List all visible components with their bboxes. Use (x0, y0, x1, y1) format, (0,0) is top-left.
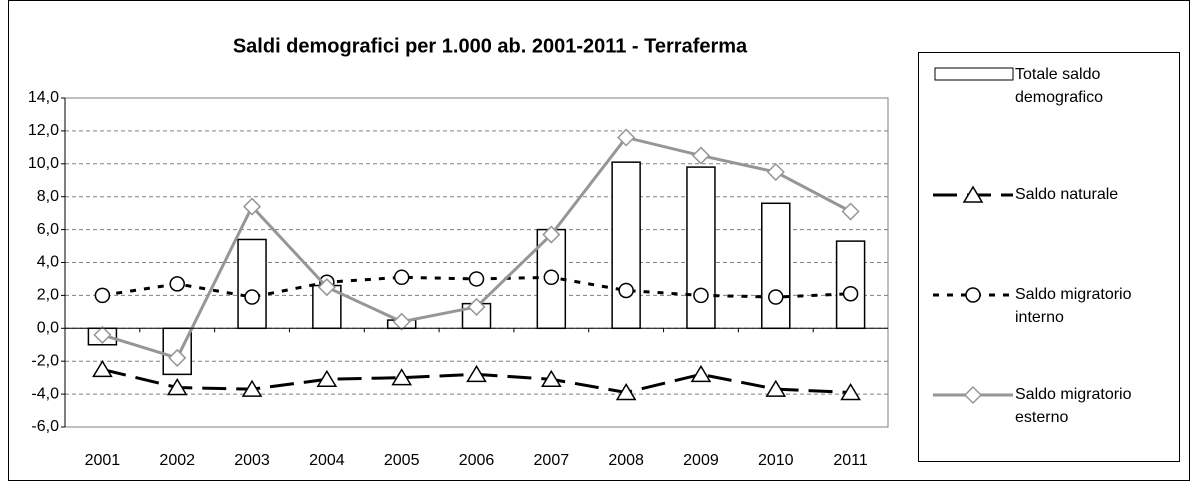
marker (244, 289, 260, 305)
y-tick-label: 8,0 (37, 188, 59, 205)
y-tick-label: 0,0 (37, 320, 59, 337)
marker (963, 385, 983, 405)
bar (835, 240, 866, 330)
legend-label: Saldo migratorio esterno (1015, 386, 1132, 426)
y-tick-label: 4,0 (37, 254, 59, 271)
y-tick-label: -6,0 (31, 418, 59, 435)
legend-label: Totale saldo demografico (1015, 66, 1104, 106)
x-tick-label: 2010 (758, 452, 794, 469)
marker (965, 287, 981, 303)
marker (540, 369, 562, 388)
marker (615, 382, 637, 401)
marker (841, 202, 860, 221)
marker (317, 278, 336, 297)
x-tick-label: 2009 (683, 452, 719, 469)
y-tick-label: -4,0 (31, 385, 59, 402)
marker (466, 364, 487, 383)
marker (242, 197, 262, 216)
marker (617, 128, 636, 147)
x-tick-label: 2008 (608, 452, 644, 469)
y-tick-label: 2,0 (37, 287, 59, 304)
marker (94, 287, 111, 304)
x-tick-label: 2001 (85, 452, 121, 469)
marker (768, 289, 784, 305)
y-tick-label: 10,0 (28, 155, 59, 172)
bar (611, 161, 641, 330)
legend-entry: Totale saldo demografico (925, 63, 1155, 109)
marker (690, 364, 712, 383)
marker (543, 269, 560, 286)
marker (168, 348, 187, 367)
marker (842, 286, 859, 302)
x-tick-label: 2011 (833, 452, 868, 469)
marker (693, 287, 709, 304)
marker (840, 382, 861, 401)
x-tick-label: 2005 (384, 452, 420, 469)
legend-entry: Saldo naturale (925, 183, 1155, 207)
legend-symbol (934, 67, 1014, 81)
legend-swatch (934, 67, 1014, 81)
marker (468, 271, 485, 287)
marker (467, 297, 486, 316)
marker (93, 325, 112, 344)
legend-symbol (933, 287, 1013, 303)
marker (241, 379, 263, 397)
y-tick-label: 12,0 (28, 122, 59, 139)
legend-entry: Saldo migratorio esterno (925, 383, 1155, 429)
chart-title: Saldi demografici per 1.000 ab. 2001-201… (233, 35, 748, 57)
legend-label: Saldo migratorio interno (1015, 286, 1132, 326)
frame (8, 0, 1190, 481)
bar (761, 202, 791, 330)
bar (686, 166, 716, 330)
line (102, 275, 851, 299)
legend-symbol (933, 185, 1013, 203)
legend-label: Saldo naturale (1015, 186, 1119, 203)
marker (316, 369, 338, 388)
marker (618, 282, 634, 299)
x-tick-label: 2007 (534, 452, 570, 469)
x-tick-label: 2003 (234, 452, 270, 469)
x-tick-label: 2006 (459, 452, 495, 469)
marker (391, 368, 413, 386)
y-tick-label: 14,0 (28, 89, 59, 106)
marker (766, 162, 785, 182)
marker (542, 225, 561, 244)
y-tick-label: 6,0 (37, 221, 59, 238)
marker (393, 269, 410, 286)
marker (169, 276, 185, 292)
marker (92, 359, 113, 378)
x-tick-label: 2004 (309, 452, 345, 469)
legend-entry: Saldo migratorio interno (925, 283, 1155, 329)
bar (237, 238, 267, 330)
marker (166, 378, 188, 396)
x-tick-label: 2002 (159, 452, 195, 469)
marker (765, 379, 787, 397)
marker (691, 146, 711, 165)
legend: Totale saldo demografico Saldo naturale Sa… (918, 52, 1180, 462)
marker (962, 185, 984, 203)
marker (392, 312, 411, 331)
y-tick-label: -2,0 (31, 352, 59, 369)
legend-symbol (933, 385, 1013, 405)
